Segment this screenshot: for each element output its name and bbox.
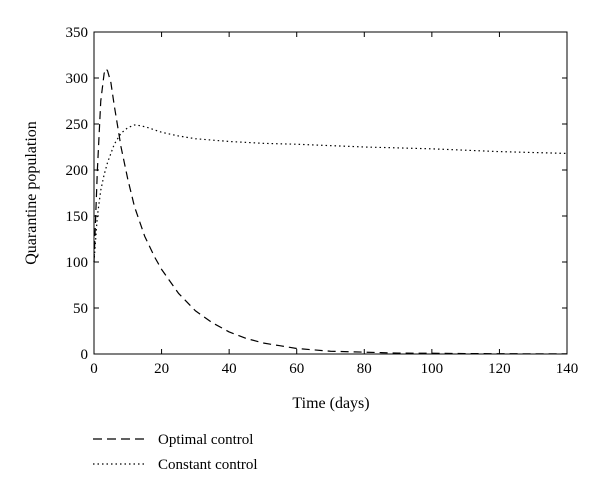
x-tick-label: 80 [357,361,372,377]
y-tick-label: 350 [66,25,89,41]
x-tick-label: 20 [154,361,169,377]
y-tick-label: 200 [66,163,89,179]
series-line-optimal-control [93,68,568,355]
legend: Optimal control Constant control [93,432,258,473]
plot-frame [93,31,568,355]
x-tick-label: 0 [90,361,98,377]
plot-area: 0 20 40 60 80 100 120 140 0 50 100 150 200 250 300 350 [66,25,579,377]
x-tick-label: 140 [556,361,579,377]
series-line-constant-control [93,124,568,263]
y-axis-label: Quarantine population [23,121,40,265]
y-tick-label: 50 [73,301,88,317]
x-tick-label: 60 [289,361,304,377]
x-tick-label: 40 [222,361,237,377]
y-tick-label: 150 [66,209,89,225]
y-tick-label: 100 [66,255,89,271]
x-axis-label: Time (days) [292,395,369,412]
x-tick-label: 100 [421,361,444,377]
y-tick-label: 0 [81,347,89,363]
y-tick-label: 250 [66,117,89,133]
y-tick-label: 300 [66,71,89,87]
legend-label-optimal-control: Optimal control [158,432,253,448]
x-tick-label: 120 [488,361,511,377]
legend-label-constant-control: Constant control [158,457,258,473]
